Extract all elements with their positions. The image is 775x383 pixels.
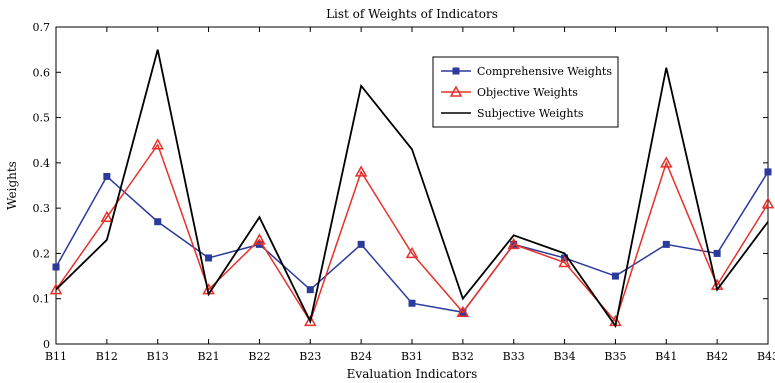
- x-tick-label: B13: [147, 350, 169, 363]
- series-layer: [49, 49, 775, 329]
- y-tick-label: 0.4: [33, 157, 51, 170]
- legend-label: Comprehensive Weights: [477, 65, 612, 78]
- x-axis-label: Evaluation Indicators: [347, 367, 478, 381]
- data-point: [151, 138, 164, 150]
- legend-label: Objective Weights: [477, 86, 578, 99]
- data-point: [405, 246, 419, 259]
- data-point: [205, 254, 213, 262]
- y-tick-label: 0.5: [33, 112, 51, 125]
- series-line: [55, 171, 769, 314]
- legend-marker: [452, 67, 460, 75]
- x-tick-label: B11: [45, 350, 67, 363]
- y-axis-label: Weights: [5, 161, 19, 210]
- data-point: [100, 210, 114, 222]
- x-tick-label: B32: [452, 350, 474, 363]
- series-subjective-weights: [55, 49, 769, 329]
- data-point: [611, 272, 619, 280]
- data-point: [49, 283, 63, 295]
- y-tick-label: 0.7: [33, 21, 51, 34]
- x-axis: B11 B12 B13 B21 B22 B23 B24 B31 B32 B33 B34 B35 B41 B…: [45, 27, 775, 363]
- series-objective-weights: [49, 138, 775, 327]
- legend-item: Objective Weights: [441, 85, 578, 99]
- y-tick-label: 0.2: [33, 247, 51, 260]
- data-point: [103, 172, 111, 180]
- x-tick-label: B34: [554, 350, 576, 363]
- data-point: [357, 240, 365, 248]
- x-tick-label: B35: [604, 350, 626, 363]
- x-tick-label: B23: [299, 350, 321, 363]
- data-point: [662, 240, 670, 248]
- legend-item: Subjective Weights: [441, 107, 584, 120]
- data-point: [713, 249, 721, 257]
- y-tick-label: 0: [43, 338, 50, 351]
- x-tick-label: B22: [248, 350, 270, 363]
- data-point: [761, 197, 775, 209]
- data-point: [304, 314, 317, 327]
- data-point: [764, 168, 772, 176]
- series-line: [55, 143, 769, 324]
- data-point: [456, 305, 470, 318]
- data-point: [306, 286, 314, 294]
- data-point: [154, 218, 162, 226]
- x-tick-label: B41: [655, 350, 677, 363]
- y-axis: 0 0.1 0.2 0.3 0.4 0.5 0.6 0.7: [33, 21, 768, 351]
- x-tick-label: B12: [96, 350, 118, 363]
- x-tick-label: B42: [706, 350, 728, 363]
- data-point: [52, 263, 60, 271]
- legend-item: Comprehensive Weights: [441, 65, 612, 78]
- legend-label: Subjective Weights: [477, 107, 584, 120]
- data-point: [408, 299, 416, 307]
- series-line: [55, 49, 769, 329]
- legend-marker: [449, 85, 463, 97]
- data-point: [253, 233, 266, 245]
- legend: Comprehensive Weights Objective Weights Su…: [432, 56, 619, 128]
- x-tick-label: B33: [503, 350, 525, 363]
- series-comprehensive-weights: [52, 168, 772, 316]
- x-tick-label: B31: [401, 350, 423, 363]
- y-tick-label: 0.1: [33, 293, 51, 306]
- x-tick-label: B24: [350, 350, 372, 363]
- data-point: [558, 255, 571, 268]
- x-tick-label: B43: [757, 350, 775, 363]
- x-tick-label: B21: [198, 350, 220, 363]
- chart-title: List of Weights of Indicators: [326, 7, 498, 21]
- y-tick-label: 0.6: [33, 66, 51, 79]
- data-point: [507, 237, 520, 250]
- data-point: [660, 156, 673, 168]
- y-tick-label: 0.3: [33, 202, 51, 215]
- data-point: [354, 165, 368, 177]
